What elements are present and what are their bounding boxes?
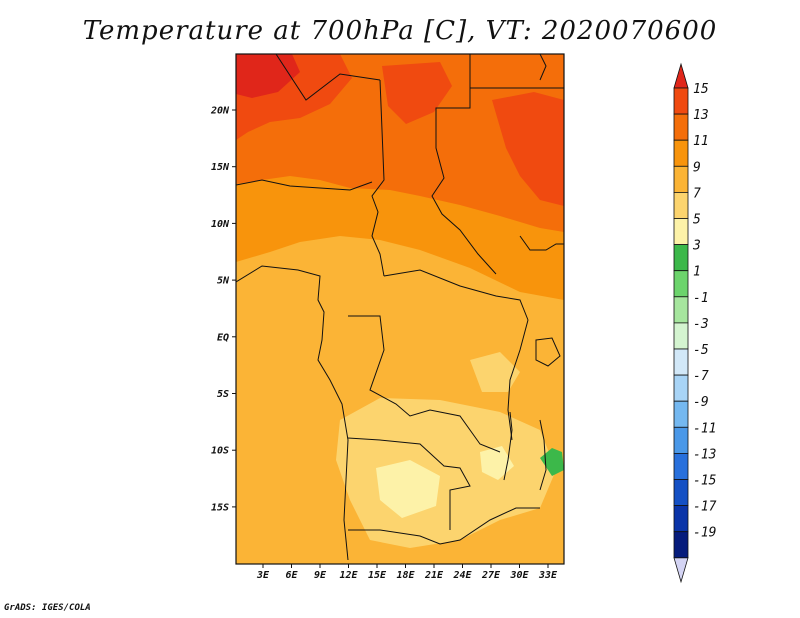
colorbar-label: -7 — [693, 369, 709, 384]
lon-tick-label: 9E — [314, 570, 327, 581]
lon-tick-label: 30E — [509, 570, 529, 581]
colorbar-label: -3 — [693, 317, 709, 332]
colorbar-swatch — [673, 374, 689, 402]
colorbar-label: -1 — [693, 291, 709, 306]
map-frame — [235, 53, 565, 565]
border-drc-west — [348, 315, 501, 453]
field-band-5-7-patch — [470, 352, 520, 392]
colorbar-swatch — [673, 348, 689, 376]
colorbar-swatch — [673, 139, 689, 167]
border-ethiopia — [519, 235, 564, 251]
border-libya — [275, 54, 381, 101]
lat-tick-label: 15N — [211, 162, 230, 173]
lat-tick-label: 10N — [211, 219, 230, 230]
lon-tick-label: 12E — [339, 570, 358, 581]
colorbar-swatch — [673, 452, 689, 480]
colorbar-swatch — [673, 426, 689, 454]
colorbar-swatch — [673, 400, 689, 428]
field-band-13-15-central — [382, 62, 452, 124]
colorbar-label: 13 — [693, 108, 709, 123]
border-sudan — [431, 54, 497, 275]
colorbar-swatch — [673, 479, 689, 507]
lat-tick-label: EQ — [217, 332, 229, 343]
lat-tick-label: 5N — [217, 276, 230, 287]
colorbar-swatch — [673, 87, 689, 115]
lat-tick-label: 10S — [211, 446, 229, 457]
credit-label: GrADS: IGES/COLA — [4, 603, 91, 613]
longitude-axis: 3E 6E 9E 12E 15E 18E 21E 24E 27E 30E 33E — [256, 564, 558, 581]
lake-victoria — [535, 337, 561, 367]
field-band-3-5 — [376, 460, 440, 518]
lat-tick-label: 5S — [217, 389, 229, 400]
chart-title: Temperature at 700hPa [C], VT: 202007060… — [82, 16, 718, 46]
colorbar-label: 7 — [693, 186, 701, 201]
border-angola-zambia — [347, 437, 471, 530]
colorbar-swatch — [673, 296, 689, 324]
colorbar-label: -9 — [693, 395, 709, 410]
colorbar-label: -15 — [693, 474, 717, 489]
lon-tick-label: 33E — [538, 570, 558, 581]
lake-tanganyika — [503, 411, 513, 481]
border-sahel — [236, 179, 373, 191]
lon-tick-label: 24E — [452, 570, 472, 581]
field-band-1-3 — [540, 448, 564, 476]
colorbar-label: -19 — [693, 526, 716, 541]
border-namibia — [348, 507, 540, 545]
lake-malawi — [539, 419, 547, 491]
field-band-5-7 — [336, 398, 556, 548]
temperature-field — [236, 54, 564, 564]
border-drc-east — [507, 319, 529, 441]
colorbar-swatch — [673, 113, 689, 141]
colorbar-swatch — [673, 322, 689, 350]
country-borders — [236, 54, 564, 561]
colorbar-arrow-top — [673, 62, 689, 89]
colorbar-swatch — [673, 165, 689, 193]
lon-tick-label: 21E — [424, 570, 444, 581]
colorbar-label: -11 — [693, 421, 716, 436]
colorbar-label: -5 — [693, 343, 709, 358]
colorbar: 15 13 11 9 7 5 3 1 -1 -3 -5 -7 -9 -11 -13 -15 -17 -19 — [673, 62, 717, 584]
lon-tick-label: 6E — [285, 570, 298, 581]
border-car — [383, 269, 529, 321]
field-core-15 — [236, 54, 300, 98]
colorbar-swatch — [673, 244, 689, 272]
colorbar-label: 15 — [693, 82, 709, 97]
colorbar-label: 1 — [693, 265, 701, 280]
colorbar-label: 9 — [693, 160, 701, 175]
colorbar-swatch — [673, 191, 689, 219]
border-chad-west — [371, 79, 385, 277]
lon-tick-label: 3E — [256, 570, 270, 581]
lat-tick-label: 15S — [211, 502, 229, 513]
colorbar-label: 3 — [692, 239, 701, 254]
coastline-west — [236, 265, 349, 561]
colorbar-label: 11 — [693, 134, 709, 149]
colorbar-swatch — [673, 270, 689, 298]
lon-tick-label: 18E — [396, 570, 415, 581]
colorbar-swatch — [673, 218, 689, 246]
colorbar-label: -17 — [693, 500, 717, 515]
coast-red-sea — [539, 54, 547, 81]
latitude-axis: 20N 15N 10N 5N EQ 5S 10S 15S — [210, 106, 236, 513]
colorbar-swatch — [673, 531, 689, 559]
field-band-13-15-east — [492, 92, 564, 206]
colorbar-label: -13 — [693, 447, 716, 462]
lon-tick-label: 15E — [368, 570, 387, 581]
colorbar-swatch — [673, 505, 689, 533]
colorbar-label: 5 — [693, 213, 701, 228]
lon-tick-label: 27E — [481, 570, 501, 581]
colorbar-arrow-bottom — [673, 557, 689, 584]
lat-tick-label: 20N — [210, 106, 230, 117]
